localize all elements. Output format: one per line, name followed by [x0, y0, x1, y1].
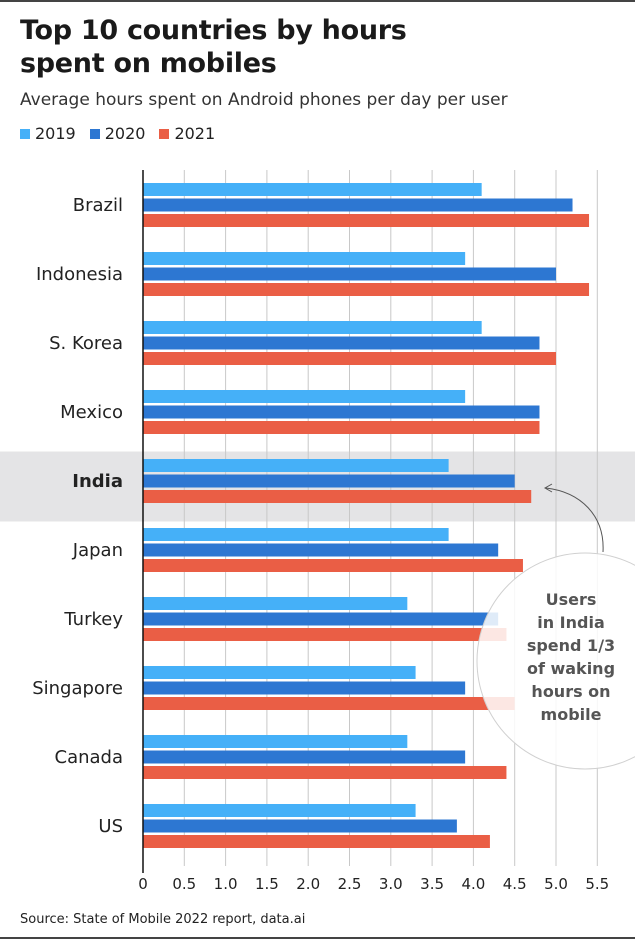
bar-us-2020: [143, 819, 457, 833]
legend-swatch: [89, 128, 100, 139]
bar-india-2021: [143, 490, 532, 503]
bar-japan-2021: [143, 559, 523, 572]
bar-india-2019: [143, 459, 449, 472]
category-label: S. Korea: [49, 333, 123, 354]
arrow-head-icon: [543, 483, 553, 493]
bar-us-2021: [143, 835, 490, 848]
bar-us-2019: [143, 804, 416, 817]
category-label: Indonesia: [36, 264, 123, 285]
category-label: Brazil: [73, 195, 123, 216]
bar-japan-2020: [143, 543, 499, 557]
chart-subtitle: Average hours spent on Android phones pe…: [20, 90, 508, 110]
category-label: Mexico: [60, 402, 123, 423]
bar-canada-2021: [143, 766, 507, 779]
x-tick-label: 1.5: [255, 875, 279, 893]
source-note: Source: State of Mobile 2022 report, dat…: [20, 912, 306, 927]
annotation-text: Users: [546, 590, 597, 609]
x-tick-label: 4.5: [503, 875, 527, 893]
top-rule: [0, 0, 635, 2]
bar-singapore-2020: [143, 681, 466, 695]
bar-mexico-2020: [143, 405, 540, 419]
chart-title: Top 10 countries by hours spent on mobil…: [20, 15, 407, 79]
bottom-rule: [0, 937, 635, 939]
legend-item-2020: 2020: [89, 124, 146, 143]
bar-canada-2020: [143, 750, 466, 764]
bar-mexico-2019: [143, 390, 466, 403]
bar-japan-2019: [143, 528, 449, 541]
bar-brazil-2021: [143, 214, 590, 227]
legend-label: 2019: [35, 124, 76, 143]
x-tick-label: 2.0: [296, 875, 320, 893]
x-tick-label: 2.5: [338, 875, 362, 893]
annotation-text: in India: [537, 613, 605, 632]
bar-s-korea-2021: [143, 352, 556, 365]
annotation-arrow: [545, 487, 604, 553]
category-label: Singapore: [32, 678, 123, 699]
bar-brazil-2019: [143, 183, 482, 196]
bar-mexico-2021: [143, 421, 540, 434]
category-label: India: [72, 471, 123, 492]
bar-turkey-2021: [143, 628, 507, 641]
annotation-text: hours on: [531, 682, 610, 701]
legend: 2019 2020 2021: [20, 124, 215, 143]
bar-indonesia-2021: [143, 283, 590, 296]
bar-turkey-2019: [143, 597, 408, 610]
legend-label: 2020: [104, 124, 146, 143]
legend-item-2019: 2019: [20, 124, 76, 143]
legend-swatch: [159, 128, 170, 139]
annotation-text: mobile: [541, 705, 602, 724]
x-tick-label: 5.5: [585, 875, 609, 893]
x-tick-label: 3.0: [379, 875, 403, 893]
legend-swatch: [20, 128, 30, 139]
annotation-circle: [476, 552, 635, 770]
bar-s-korea-2020: [143, 336, 540, 350]
legend-item-2021: 2021: [159, 124, 215, 143]
x-tick-label: 1.0: [214, 875, 238, 893]
bar-india-2020: [143, 474, 515, 488]
bar-indonesia-2019: [143, 252, 466, 265]
bar-singapore-2019: [143, 666, 416, 679]
legend-label: 2021: [174, 124, 216, 143]
bar-s-korea-2019: [143, 321, 482, 334]
x-tick-label: 0.5: [172, 875, 196, 893]
x-tick-label: 0: [138, 875, 148, 893]
category-label: Turkey: [63, 609, 123, 630]
category-label: Japan: [72, 540, 123, 561]
x-tick-label: 5.0: [544, 875, 568, 893]
x-tick-label: 4.0: [461, 875, 485, 893]
bar-brazil-2020: [143, 198, 573, 212]
x-tick-label: 3.5: [420, 875, 444, 893]
bar-canada-2019: [143, 735, 408, 748]
annotation-text: spend 1/3: [527, 636, 615, 655]
category-label: US: [98, 816, 123, 837]
annotation-text: of waking: [527, 659, 615, 678]
bar-indonesia-2020: [143, 267, 556, 281]
bar-turkey-2020: [143, 612, 499, 626]
category-label: Canada: [55, 747, 124, 768]
bar-singapore-2021: [143, 697, 515, 710]
